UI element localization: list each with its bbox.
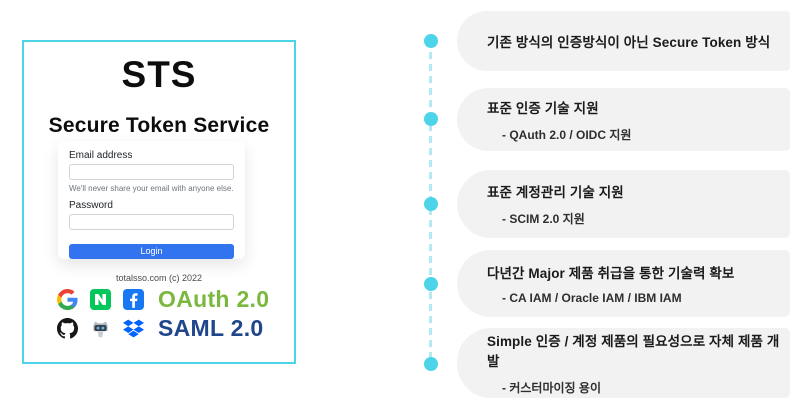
timeline-dot-5 [424, 357, 438, 371]
timeline-item-title: Simple 인증 / 계정 제품의 필요성으로 자체 제품 개발 [487, 334, 780, 369]
oauth-label: OAuth 2.0 [158, 285, 270, 312]
timeline-item-title: 다년간 Major 제품 취급을 통한 기술력 확보 [487, 266, 735, 281]
copyright-text: totalsso.com (c) 2022 [115, 273, 203, 283]
login-button[interactable]: Login [69, 244, 234, 259]
timeline-item-4: 다년간 Major 제품 취급을 통한 기술력 확보 - CA IAM / Or… [457, 250, 790, 317]
oauth-row: OAuth 2.0 [57, 286, 269, 312]
saml-label: SAML 2.0 [158, 314, 264, 341]
sts-logo: STS [121, 54, 197, 95]
timeline-item-2: 표준 인증 기술 지원 - QAuth 2.0 / OIDC 지원 [457, 88, 790, 151]
timeline-item-3: 표준 계정관리 기술 지원 - SCIM 2.0 지원 [457, 170, 790, 238]
timeline-item-subtitle: - CA IAM / Oracle IAM / IBM IAM [502, 291, 682, 305]
sts-login-card: STS Secure Token Service Email address W… [22, 40, 296, 364]
naver-icon [90, 288, 111, 310]
sts-card-title: Secure Token Service [48, 114, 270, 137]
password-input[interactable] [69, 214, 234, 230]
google-icon [57, 288, 78, 310]
timeline-item-title: 기존 방식의 인증방식이 아닌 Secure Token 방식 [487, 35, 771, 50]
timeline-item-title: 표준 계정관리 기술 지원 [487, 185, 624, 200]
saml-row: SAML 2.0 [57, 315, 269, 341]
timeline-item-title: 표준 인증 기술 지원 [487, 100, 599, 116]
password-label: Password [69, 200, 113, 211]
login-form-panel: Email address We'll never share your ema… [58, 141, 245, 259]
timeline-dot-2 [424, 112, 438, 126]
github-icon [57, 317, 78, 339]
timeline-dot-4 [424, 277, 438, 291]
email-input[interactable] [69, 164, 234, 180]
email-label: Email address [69, 150, 133, 161]
timeline-item-5: Simple 인증 / 계정 제품의 필요성으로 자체 제품 개발 - 커스터마… [457, 328, 790, 398]
timeline-dot-3 [424, 197, 438, 211]
timeline-dot-1 [424, 34, 438, 48]
timeline-item-1: 기존 방식의 인증방식이 아닌 Secure Token 방식 [457, 11, 790, 71]
timeline-item-subtitle: - SCIM 2.0 지원 [502, 212, 585, 226]
protocol-rows: OAuth 2.0 [57, 286, 269, 344]
email-help-text: We'll never share your email with anyone… [69, 184, 234, 193]
facebook-icon [123, 288, 144, 310]
timeline-item-subtitle: - 커스터마이징 용이 [502, 381, 601, 395]
dropbox-icon [123, 318, 144, 339]
timeline-item-subtitle: - QAuth 2.0 / OIDC 지원 [502, 127, 632, 142]
robot-mascot-icon [90, 318, 111, 339]
